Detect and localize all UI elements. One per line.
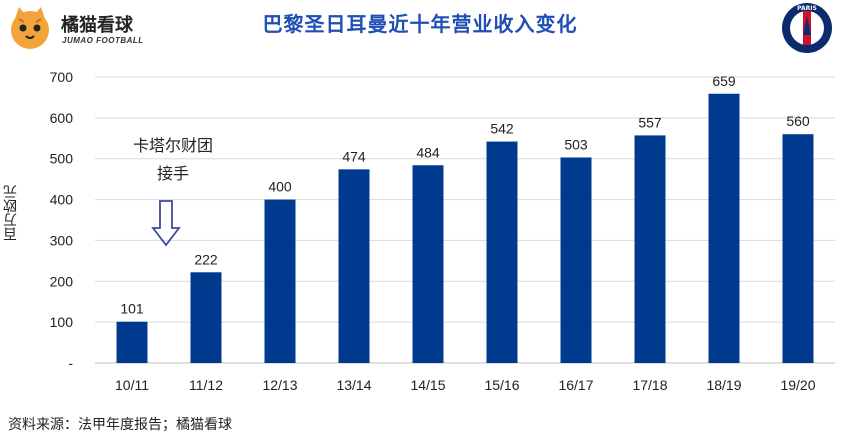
x-tick-label: 12/13 bbox=[262, 377, 297, 393]
cat-logo-icon bbox=[11, 7, 49, 49]
y-tick-label: 200 bbox=[50, 273, 74, 289]
psg-crest-icon: PARIS bbox=[782, 3, 832, 53]
y-tick-label: 300 bbox=[50, 232, 74, 248]
y-tick-label: - bbox=[68, 355, 73, 371]
annotation-line-2: 接手 bbox=[156, 164, 189, 183]
source-note: 资料来源：法甲年度报告；橘猫看球 bbox=[8, 417, 232, 433]
bar bbox=[486, 141, 518, 363]
brand-name: 橘猫看球 bbox=[61, 15, 133, 36]
bar bbox=[708, 93, 740, 363]
bar bbox=[264, 199, 296, 363]
y-tick-label: 500 bbox=[50, 151, 74, 167]
x-tick-label: 11/12 bbox=[189, 377, 223, 393]
bar bbox=[412, 165, 444, 363]
x-tick-label: 19/20 bbox=[780, 377, 815, 393]
annotation-text: 卡塔尔财团 接手 bbox=[123, 132, 223, 188]
x-tick-label: 16/17 bbox=[558, 377, 593, 393]
bar bbox=[190, 272, 222, 363]
x-tick-label: 10/11 bbox=[115, 377, 149, 393]
brand-subtitle: JUMAO FOOTBALL bbox=[62, 36, 144, 45]
annotation-line-1: 卡塔尔财团 bbox=[132, 136, 213, 155]
data-label: 474 bbox=[342, 148, 366, 164]
down-arrow-icon bbox=[151, 200, 181, 247]
bar bbox=[782, 134, 814, 363]
y-tick-label: 700 bbox=[50, 69, 74, 85]
y-tick-label: 600 bbox=[50, 110, 74, 126]
brand-logo: 橘猫看球 JUMAO FOOTBALL bbox=[5, 3, 155, 53]
x-tick-label: 13/14 bbox=[336, 377, 371, 393]
bar bbox=[116, 321, 148, 363]
data-label: 503 bbox=[564, 136, 588, 152]
y-tick-label: 400 bbox=[50, 192, 74, 208]
data-label: 557 bbox=[638, 114, 662, 130]
chart-title: 巴黎圣日耳曼近十年营业收入变化 bbox=[262, 12, 578, 36]
svg-text:PARIS: PARIS bbox=[797, 5, 817, 12]
x-tick-label: 14/15 bbox=[410, 377, 445, 393]
bar bbox=[560, 157, 592, 363]
data-label: 400 bbox=[268, 179, 292, 195]
data-label: 560 bbox=[786, 113, 810, 129]
data-label: 101 bbox=[120, 301, 144, 317]
x-tick-label: 17/18 bbox=[632, 377, 667, 393]
x-tick-label: 15/16 bbox=[484, 377, 519, 393]
data-label: 542 bbox=[490, 121, 514, 137]
data-label: 484 bbox=[416, 144, 440, 160]
bar bbox=[338, 169, 370, 363]
data-label: 222 bbox=[194, 251, 218, 267]
bar bbox=[634, 135, 666, 363]
y-tick-label: 100 bbox=[50, 314, 74, 330]
x-tick-label: 18/19 bbox=[706, 377, 741, 393]
data-label: 659 bbox=[712, 73, 736, 89]
